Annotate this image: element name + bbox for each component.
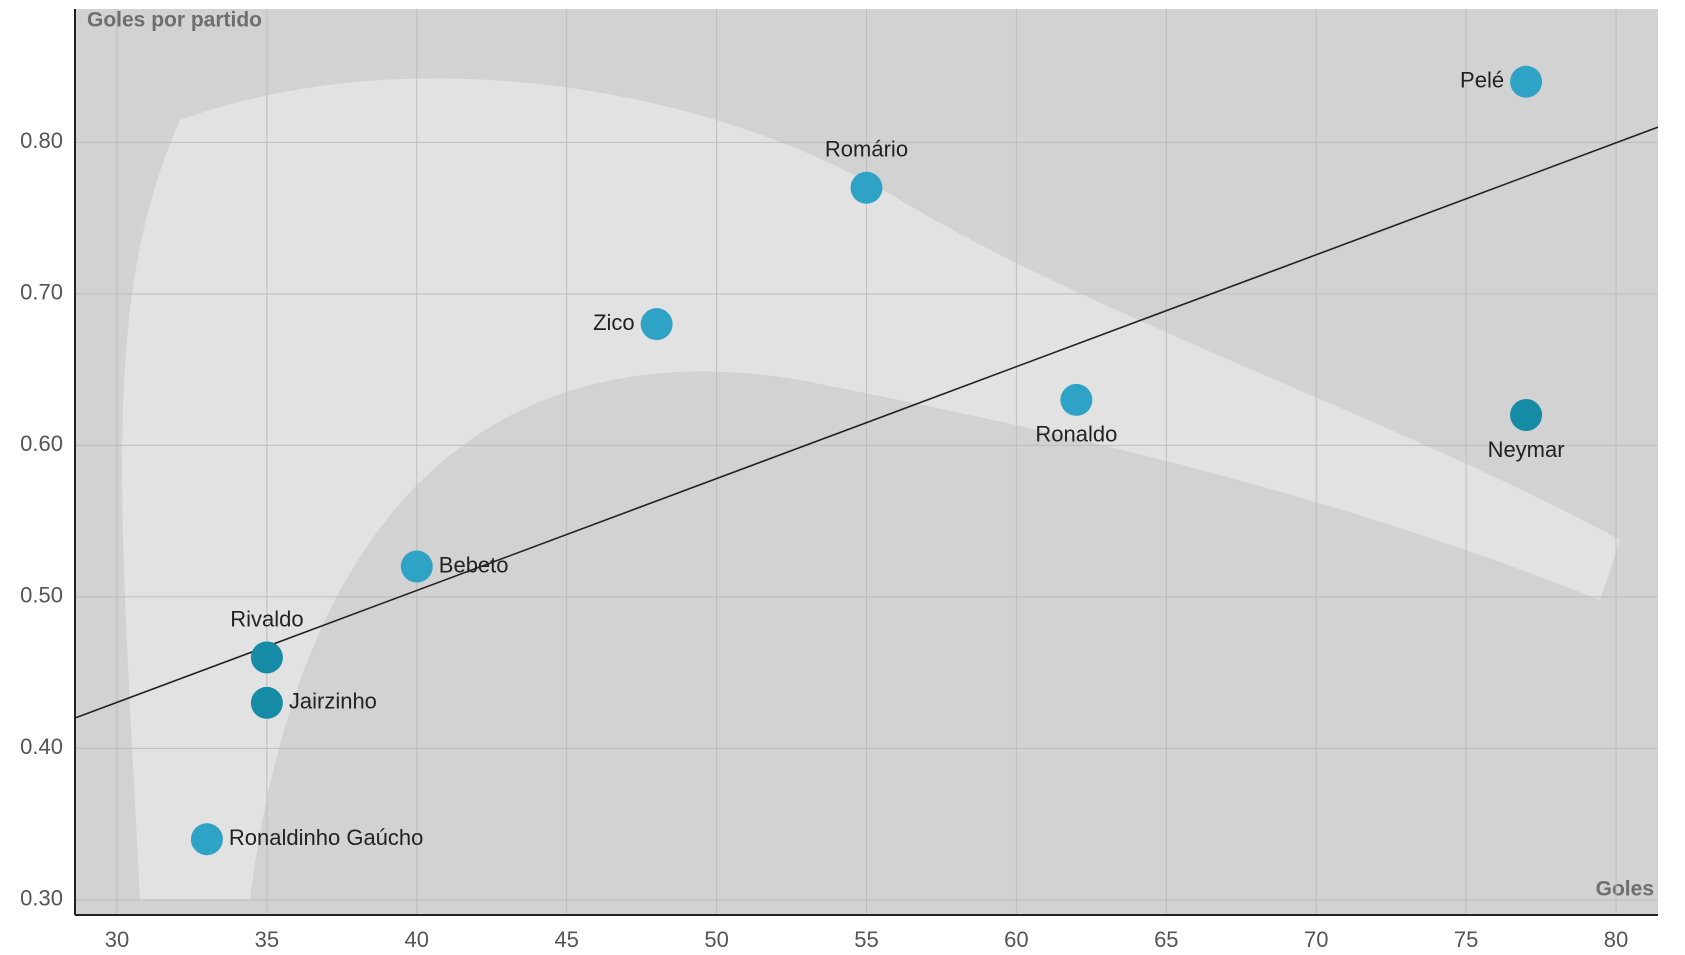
x-tick-label: 45: [554, 927, 578, 952]
point-label: Pelé: [1460, 68, 1504, 93]
point-label: Romário: [825, 137, 908, 162]
y-tick-label: 0.30: [20, 886, 63, 911]
x-tick-label: 50: [704, 927, 728, 952]
point-label: Neymar: [1488, 437, 1565, 462]
point: [1060, 384, 1092, 416]
point: [251, 641, 283, 673]
point: [1510, 399, 1542, 431]
chart: Goles por partido Goles 30 35 40 45 50 55 60 65…: [0, 0, 1685, 955]
y-tick-label: 0.60: [20, 431, 63, 456]
point: [641, 308, 673, 340]
y-tick-label: 0.50: [20, 583, 63, 608]
point-label: Rivaldo: [230, 606, 303, 631]
x-axis-title: Goles: [1596, 878, 1654, 901]
x-tick-label: 80: [1604, 927, 1628, 952]
point-label: Ronaldinho Gaúcho: [229, 825, 423, 850]
y-tick-label: 0.40: [20, 734, 63, 759]
x-tick-label: 70: [1304, 927, 1328, 952]
x-tick-label: 60: [1004, 927, 1028, 952]
x-tick-label: 65: [1154, 927, 1178, 952]
point: [1510, 66, 1542, 98]
x-tick-label: 55: [854, 927, 878, 952]
point: [851, 172, 883, 204]
x-tick-label: 75: [1454, 927, 1478, 952]
point-label: Bebeto: [439, 552, 509, 577]
x-tick-label: 40: [405, 927, 429, 952]
point: [191, 823, 223, 855]
point-label: Ronaldo: [1035, 422, 1117, 447]
point: [401, 551, 433, 583]
point: [251, 687, 283, 719]
point-label: Zico: [593, 310, 635, 335]
y-tick-label: 0.70: [20, 280, 63, 305]
x-tick-label: 30: [105, 927, 129, 952]
y-axis-title: Goles por partido: [87, 9, 262, 32]
y-tick-label: 0.80: [20, 128, 63, 153]
x-tick-label: 35: [255, 927, 279, 952]
point-label: Jairzinho: [289, 689, 377, 714]
